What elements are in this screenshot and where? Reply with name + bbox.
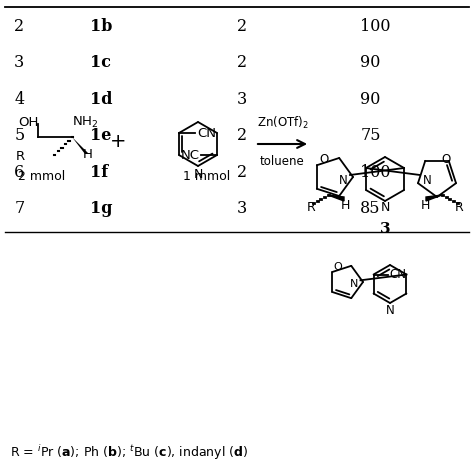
Text: 2: 2: [237, 54, 247, 71]
Text: 3: 3: [14, 54, 25, 71]
Text: R: R: [16, 149, 25, 163]
Text: toluene: toluene: [260, 155, 305, 168]
Polygon shape: [328, 195, 344, 201]
Text: 4: 4: [14, 91, 24, 108]
Polygon shape: [72, 137, 89, 154]
Text: 1d: 1d: [90, 91, 112, 108]
Text: O: O: [441, 153, 451, 165]
Text: 1f: 1f: [90, 164, 108, 181]
Text: 6: 6: [14, 164, 25, 181]
Text: NH$_2$: NH$_2$: [72, 114, 99, 129]
Text: N: N: [350, 279, 358, 289]
Text: 100: 100: [360, 18, 391, 35]
Text: 1c: 1c: [90, 54, 111, 71]
Text: N: N: [386, 304, 394, 317]
Text: R: R: [455, 201, 464, 213]
Polygon shape: [426, 195, 442, 201]
Text: O: O: [334, 262, 342, 272]
Text: 1b: 1b: [90, 18, 112, 35]
Text: 85: 85: [360, 200, 381, 217]
Text: 1e: 1e: [90, 127, 111, 144]
Text: 3: 3: [237, 200, 247, 217]
Text: N: N: [338, 173, 347, 186]
Text: N: N: [380, 201, 390, 214]
Text: H: H: [340, 199, 350, 211]
Text: 90: 90: [360, 54, 381, 71]
Text: R: R: [307, 201, 315, 213]
Text: 2 mmol: 2 mmol: [18, 170, 65, 182]
Text: 1 mmol: 1 mmol: [183, 170, 230, 182]
Text: 2: 2: [237, 127, 247, 144]
Text: CN: CN: [390, 268, 407, 281]
Text: Zn(OTf)$_2$: Zn(OTf)$_2$: [256, 115, 309, 131]
Text: CN: CN: [197, 127, 216, 139]
Text: +: +: [110, 131, 126, 151]
Text: N: N: [423, 173, 431, 186]
Text: O: O: [319, 153, 328, 165]
Text: 7: 7: [14, 200, 25, 217]
Text: R = $^i$Pr ($\bf{a}$); Ph ($\bf{b}$); $^t$Bu ($\bf{c}$), indanyl ($\bf{d}$): R = $^i$Pr ($\bf{a}$); Ph ($\bf{b}$); $^…: [10, 443, 248, 462]
Text: 2: 2: [237, 164, 247, 181]
Text: NC: NC: [181, 148, 200, 162]
Text: 5: 5: [14, 127, 25, 144]
Text: 2: 2: [14, 18, 24, 35]
Text: 1g: 1g: [90, 200, 112, 217]
Text: N: N: [193, 168, 203, 181]
Text: H: H: [420, 199, 430, 211]
Text: 100: 100: [360, 164, 391, 181]
Text: 75: 75: [360, 127, 381, 144]
Text: H: H: [83, 147, 93, 161]
Text: OH: OH: [18, 116, 38, 128]
Text: 3: 3: [380, 222, 390, 236]
Text: 3: 3: [237, 91, 247, 108]
Text: 2: 2: [237, 18, 247, 35]
Text: 90: 90: [360, 91, 381, 108]
